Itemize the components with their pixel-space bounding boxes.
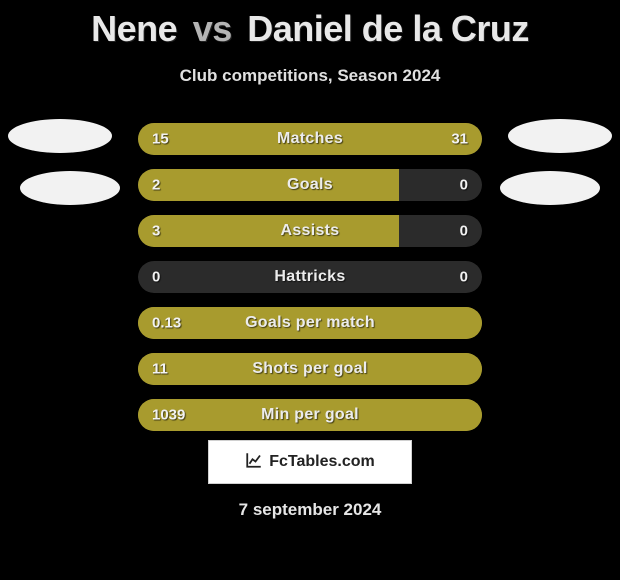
stat-row: 15 31 Matches <box>138 123 482 155</box>
date-text: 7 september 2024 <box>239 500 382 520</box>
stat-value-right: 0 <box>460 223 468 240</box>
stat-label: Goals per match <box>245 314 375 332</box>
stat-value-left: 15 <box>152 131 169 148</box>
stat-label: Shots per goal <box>252 360 367 378</box>
stat-row: 11 Shots per goal <box>138 353 482 385</box>
bar-fill-left <box>138 169 399 201</box>
stat-label: Goals <box>287 176 333 194</box>
stat-value-left: 2 <box>152 177 160 194</box>
stat-value-left: 11 <box>152 361 168 378</box>
bar-fill-left <box>138 215 399 247</box>
player2-avatar-bottom <box>500 171 600 205</box>
stats-container: 15 31 Matches 2 0 Goals 3 0 Assists 0 0 Hattricks 0.… <box>138 123 482 445</box>
logo-text: FcTables.com <box>269 453 375 471</box>
player2-avatar-top <box>508 119 612 153</box>
stat-value-right: 0 <box>460 177 468 194</box>
player1-name: Nene <box>91 8 177 49</box>
player1-avatar-top <box>8 119 112 153</box>
stat-value-right: 31 <box>451 131 468 148</box>
stat-value-left: 1039 <box>152 407 185 424</box>
stat-label: Matches <box>277 130 343 148</box>
player1-avatar-bottom <box>20 171 120 205</box>
stat-row: 3 0 Assists <box>138 215 482 247</box>
vs-text: vs <box>193 8 232 49</box>
stat-label: Hattricks <box>274 268 345 286</box>
chart-icon <box>245 451 263 474</box>
stat-label: Assists <box>280 222 339 240</box>
stat-row: 0.13 Goals per match <box>138 307 482 339</box>
page-title: Nene vs Daniel de la Cruz <box>0 0 620 50</box>
stat-label: Min per goal <box>261 406 359 424</box>
stat-value-right: 0 <box>460 269 468 286</box>
stat-row: 0 0 Hattricks <box>138 261 482 293</box>
stat-row: 2 0 Goals <box>138 169 482 201</box>
subtitle: Club competitions, Season 2024 <box>0 66 620 86</box>
stat-value-left: 0 <box>152 269 160 286</box>
stat-row: 1039 Min per goal <box>138 399 482 431</box>
stat-value-left: 3 <box>152 223 160 240</box>
player2-name: Daniel de la Cruz <box>247 8 529 49</box>
stat-value-left: 0.13 <box>152 315 181 332</box>
logo-box[interactable]: FcTables.com <box>208 440 412 484</box>
